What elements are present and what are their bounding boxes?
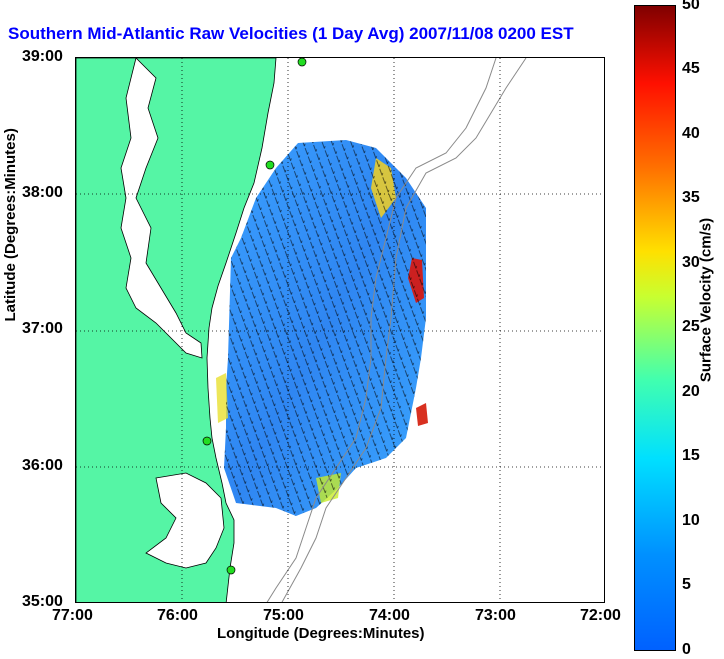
pamlico-sound [145, 472, 225, 569]
bathymetry-contour [266, 58, 497, 602]
y-tick: 35:00 [22, 593, 63, 610]
bathymetry-contour-2 [281, 58, 527, 602]
station-delmarva [265, 160, 275, 170]
colorbar-tick: 15 [682, 447, 700, 464]
y-tick: 37:00 [22, 320, 63, 337]
colorbar-tick: 40 [682, 125, 700, 142]
colorbar [634, 5, 676, 651]
map-plot-area[interactable] [75, 57, 605, 603]
colorbar-tick: 30 [682, 254, 700, 271]
map-canvas [76, 58, 604, 602]
map-title: Southern Mid-Atlantic Raw Velocities (1 … [8, 24, 574, 43]
grid-lines [76, 58, 604, 602]
colorbar-tick: 10 [682, 512, 700, 529]
y-axis-label: Latitude (Degrees:Minutes) [2, 128, 19, 322]
colorbar-tick: 5 [682, 576, 691, 593]
colorbar-tick: 20 [682, 383, 700, 400]
x-tick: 77:00 [52, 607, 93, 624]
y-tick: 38:00 [22, 184, 63, 201]
colorbar-tick: 50 [682, 0, 700, 13]
colorbar-tick: 45 [682, 60, 700, 77]
x-tick: 75:00 [263, 607, 304, 624]
colorbar-tick: 0 [682, 641, 691, 658]
station-north [297, 58, 307, 67]
station-cape-henry [202, 436, 212, 446]
x-axis-label: Longitude (Degrees:Minutes) [217, 625, 425, 642]
x-tick: 74:00 [369, 607, 410, 624]
x-tick: 73:00 [475, 607, 516, 624]
chesapeake-bay [120, 58, 203, 359]
colorbar-tick: 35 [682, 189, 700, 206]
colorbar-tick: 25 [682, 318, 700, 335]
y-tick: 39:00 [22, 48, 63, 65]
x-tick: 76:00 [157, 607, 198, 624]
x-tick: 72:00 [580, 607, 621, 624]
colorbar-label: Surface Velocity (cm/s) [697, 217, 715, 383]
y-tick: 36:00 [22, 457, 63, 474]
station-hatteras [226, 565, 236, 575]
